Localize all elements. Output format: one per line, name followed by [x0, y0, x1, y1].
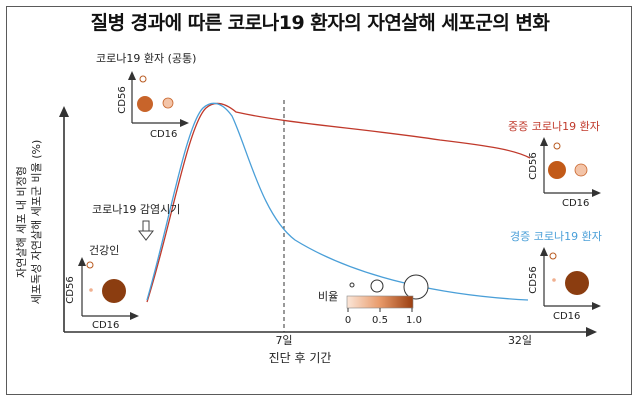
healthy-dot-tiny — [89, 288, 93, 292]
x-axis-label: 진단 후 기간 — [269, 351, 332, 365]
common-dot-small — [139, 75, 147, 83]
label-severe: 중증 코로나19 환자 — [508, 120, 600, 133]
common-mini-ylabel: CD56 — [117, 86, 128, 113]
main-y-axis-arrow — [59, 106, 69, 117]
figure-frame — [6, 6, 632, 395]
severe-mini-xlabel: CD16 — [562, 198, 589, 209]
main-x-axis-arrow — [586, 327, 597, 337]
severe-dot-small — [553, 142, 561, 150]
legend-title: 비율 — [318, 290, 338, 303]
legend-circle-small — [349, 282, 355, 288]
legend-circle-large — [403, 274, 429, 300]
legend-tick-0: 0 — [345, 315, 351, 326]
severe-mini-ylabel: CD56 — [528, 152, 539, 179]
common-dot-light — [162, 97, 174, 109]
y-axis-label-line2: 세포독성 자연살해 세포군 비율 (%) — [29, 140, 43, 305]
legend-gradient-bar — [346, 295, 414, 309]
label-healthy: 건강인 — [89, 244, 119, 257]
label-common: 코로나19 환자 (공통) — [96, 52, 196, 65]
mild-mini-xlabel: CD16 — [553, 311, 580, 322]
mini-plot-severe: CD56 CD16 — [528, 137, 601, 209]
infection-arrow-icon — [137, 220, 155, 241]
healthy-mini-ylabel: CD56 — [65, 276, 76, 303]
y-axis-label-line1: 자연살해 세포 내 비정형 — [14, 166, 28, 278]
mild-dot-small-top — [549, 252, 557, 260]
common-mini-xlabel: CD16 — [150, 129, 177, 140]
mild-dot-large — [565, 271, 589, 295]
legend-circle-medium — [370, 279, 384, 293]
legend-tick-1: 1.0 — [406, 315, 422, 326]
mild-curve — [146, 102, 529, 301]
x-tick-32: 32일 — [508, 333, 532, 347]
severe-dot-large — [548, 161, 566, 179]
x-tick-7: 7일 — [275, 333, 292, 347]
mini-plot-mild: CD56 CD16 — [528, 247, 601, 322]
mini-plot-healthy: CD56 CD16 — [65, 257, 139, 331]
label-infection: 코로나19 감염시기 — [92, 203, 180, 216]
mild-mini-ylabel: CD56 — [528, 266, 539, 293]
severe-curve — [146, 102, 531, 303]
figure-title: 질병 경과에 따른 코로나19 환자의 자연살해 세포군의 변화 — [90, 12, 550, 34]
severe-dot-light — [574, 163, 588, 177]
legend-tick-05: 0.5 — [372, 315, 388, 326]
common-dot-large — [137, 96, 153, 112]
healthy-dot-small-top — [86, 261, 94, 269]
main-axes — [59, 106, 597, 337]
mini-plot-common: CD56 CD16 — [117, 71, 189, 140]
mild-dot-tiny — [552, 278, 556, 282]
healthy-mini-xlabel: CD16 — [92, 320, 119, 331]
healthy-dot-large — [102, 279, 126, 303]
label-mild: 경증 코로나19 환자 — [510, 230, 602, 243]
legend: 비율 0 0.5 1.0 — [318, 274, 429, 326]
